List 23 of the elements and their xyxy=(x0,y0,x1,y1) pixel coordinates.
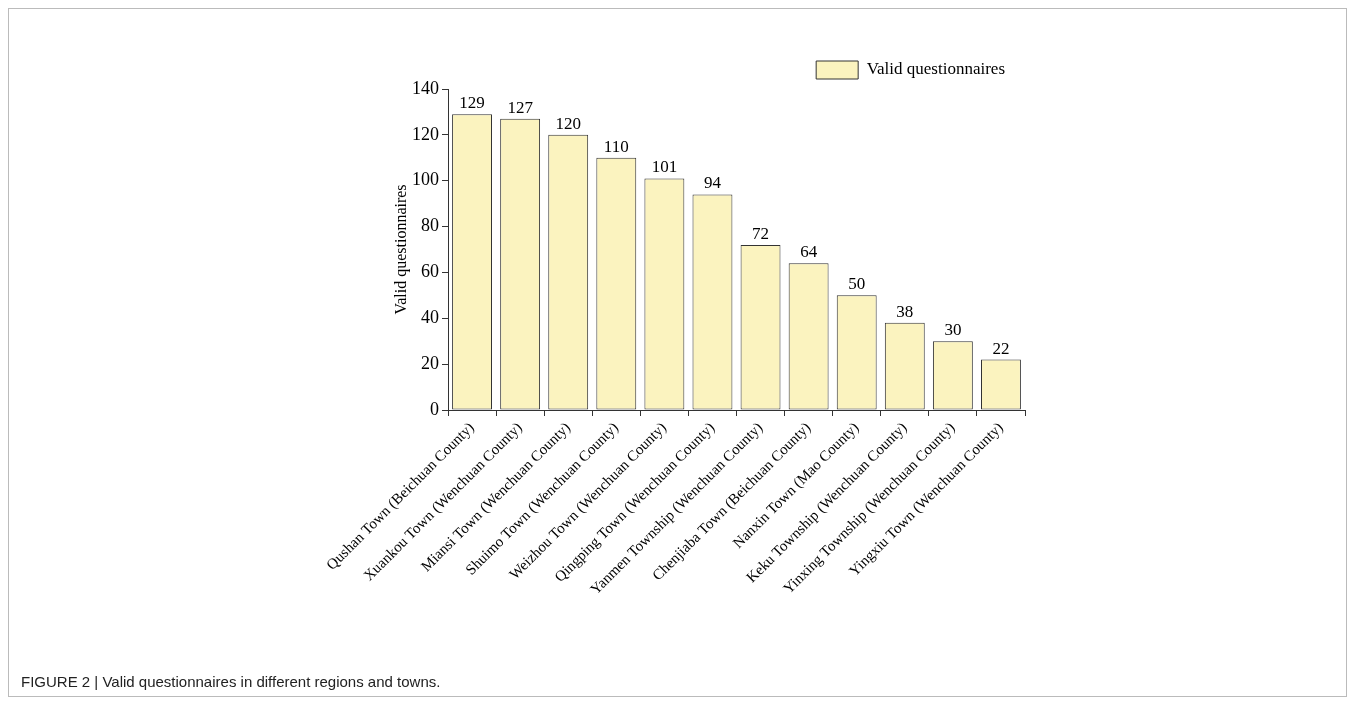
y-tick-label: 140 xyxy=(412,77,439,98)
data-label: 50 xyxy=(848,274,866,294)
data-label: 30 xyxy=(944,320,962,340)
data-label: 120 xyxy=(555,113,581,133)
data-label: 94 xyxy=(703,173,722,193)
y-tick-label: 60 xyxy=(421,261,439,282)
data-label: 129 xyxy=(459,93,485,113)
y-tick-label: 120 xyxy=(412,123,439,144)
data-label: 110 xyxy=(603,136,629,156)
data-label: 72 xyxy=(752,223,770,243)
legend-label: Valid questionnaires xyxy=(866,59,1006,79)
y-tick-label: 80 xyxy=(421,215,439,236)
y-tick-label: 0 xyxy=(430,398,439,419)
caption: FIGURE 2 | Valid questionnaires in different regions and towns. xyxy=(21,673,441,690)
y-tick-label: 100 xyxy=(412,169,439,190)
y-tick-label: 40 xyxy=(421,307,439,328)
data-label: 22 xyxy=(992,338,1010,358)
data-label: 64 xyxy=(800,242,818,262)
data-label: 101 xyxy=(651,157,678,177)
data-label: 38 xyxy=(896,301,914,321)
data-label: 127 xyxy=(507,97,534,117)
y-tick-label: 20 xyxy=(421,352,439,373)
y-axis-title: Valid questionnaires xyxy=(391,184,410,315)
